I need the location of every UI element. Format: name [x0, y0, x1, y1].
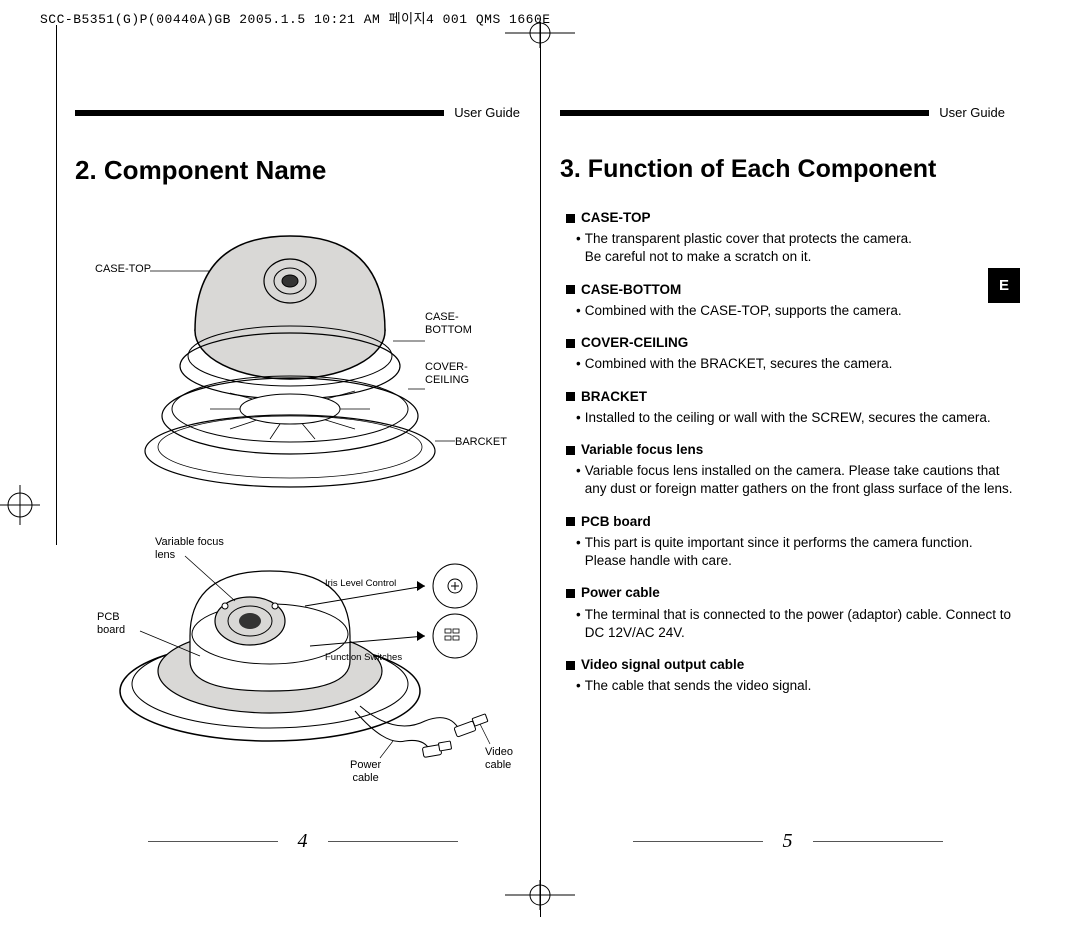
function-body-text: The terminal that is connected to the po… [585, 606, 1015, 642]
function-item: Power cable•The terminal that is connect… [566, 584, 1015, 642]
square-bullet-icon [566, 517, 575, 526]
page-number: 5 [783, 830, 793, 853]
function-body: •Installed to the ceiling or wall with t… [566, 409, 1015, 427]
square-bullet-icon [566, 285, 575, 294]
function-body-text: Combined with the CASE-TOP, supports the… [585, 302, 902, 320]
dome-exploded-icon [115, 211, 495, 491]
function-item: Video signal output cable•The cable that… [566, 656, 1015, 695]
footer: 5 [560, 830, 1015, 853]
function-head-text: CASE-BOTTOM [581, 281, 681, 299]
bullet-mark-icon: • [576, 534, 581, 570]
page-title: 3. Function of Each Component [560, 155, 1015, 184]
square-bullet-icon [566, 214, 575, 223]
function-item: CASE-BOTTOM•Combined with the CASE-TOP, … [566, 281, 1015, 320]
function-head: Video signal output cable [566, 656, 1015, 674]
crop-mark-top-icon [505, 18, 575, 48]
function-body: •This part is quite important since it p… [566, 534, 1015, 570]
function-body: •The terminal that is connected to the p… [566, 606, 1015, 642]
square-bullet-icon [566, 392, 575, 401]
footer-line [328, 841, 458, 842]
function-head-text: Power cable [581, 584, 660, 602]
function-head: PCB board [566, 513, 1015, 531]
function-item: Variable focus lens•Variable focus lens … [566, 441, 1015, 499]
function-head-text: COVER-CEILING [581, 334, 688, 352]
header-bar: User Guide [560, 105, 1015, 120]
bullet-mark-icon: • [576, 409, 581, 427]
crop-mark-bottom-icon [505, 880, 575, 910]
square-bullet-icon [566, 339, 575, 348]
function-body: •The transparent plastic cover that prot… [566, 230, 1015, 266]
function-body-text: Variable focus lens installed on the cam… [585, 462, 1015, 498]
square-bullet-icon [566, 589, 575, 598]
function-body-text: This part is quite important since it pe… [585, 534, 1015, 570]
function-body-text: Installed to the ceiling or wall with th… [585, 409, 991, 427]
function-item: COVER-CEILING•Combined with the BRACKET,… [566, 334, 1015, 373]
function-item: PCB board•This part is quite important s… [566, 513, 1015, 571]
header-label: User Guide [444, 105, 530, 120]
function-list: CASE-TOP•The transparent plastic cover t… [560, 209, 1015, 695]
function-head-text: PCB board [581, 513, 651, 531]
function-head: Power cable [566, 584, 1015, 602]
function-head-text: BRACKET [581, 388, 647, 406]
header-bar: User Guide [75, 105, 530, 120]
header-bar-segment [560, 110, 929, 116]
footer: 4 [75, 830, 530, 853]
function-body-text: The cable that sends the video signal. [585, 677, 812, 695]
function-body-text: The transparent plastic cover that prote… [585, 230, 912, 266]
function-head-text: Video signal output cable [581, 656, 744, 674]
bullet-mark-icon: • [576, 462, 581, 498]
page-number: 4 [298, 830, 308, 853]
page-title: 2. Component Name [75, 155, 530, 186]
bullet-mark-icon: • [576, 606, 581, 642]
bullet-mark-icon: • [576, 230, 581, 266]
crop-mark-left-icon [0, 485, 40, 525]
bullet-mark-icon: • [576, 677, 581, 695]
function-body-text: Combined with the BRACKET, secures the c… [585, 355, 893, 373]
bullet-mark-icon: • [576, 302, 581, 320]
bullet-mark-icon: • [576, 355, 581, 373]
square-bullet-icon [566, 661, 575, 670]
function-body: •Variable focus lens installed on the ca… [566, 462, 1015, 498]
function-body: •Combined with the BRACKET, secures the … [566, 355, 1015, 373]
print-meta-header: SCC-B5351(G)P(00440A)GB 2005.1.5 10:21 A… [40, 8, 551, 27]
function-head-text: CASE-TOP [581, 209, 651, 227]
function-item: BRACKET•Installed to the ceiling or wall… [566, 388, 1015, 427]
label-bracket: BARCKET [455, 436, 507, 449]
function-head: Variable focus lens [566, 441, 1015, 459]
component-diagram: CASE-TOP CASE- BOTTOM COVER- CEILING BAR… [75, 211, 530, 771]
page-right: User Guide 3. Function of Each Component… [560, 105, 1015, 865]
function-head-text: Variable focus lens [581, 441, 703, 459]
function-head: COVER-CEILING [566, 334, 1015, 352]
label-case-top: CASE-TOP [95, 263, 151, 276]
function-head: CASE-TOP [566, 209, 1015, 227]
footer-line [633, 841, 763, 842]
header-bar-segment [75, 110, 444, 116]
label-cover-ceiling: COVER- CEILING [425, 361, 469, 386]
function-head: BRACKET [566, 388, 1015, 406]
label-function-switches: Function Switches [325, 653, 402, 664]
label-case-bottom: CASE- BOTTOM [425, 311, 472, 336]
label-variable-focus: Variable focus lens [155, 536, 224, 561]
function-head: CASE-BOTTOM [566, 281, 1015, 299]
crop-line-left-vert [56, 25, 57, 545]
language-tab: E [988, 268, 1020, 303]
label-iris-level: Iris Level Control [325, 579, 396, 590]
label-pcb-board: PCB board [97, 611, 125, 636]
function-body: •The cable that sends the video signal. [566, 677, 1015, 695]
page-left: User Guide 2. Component Name [75, 105, 530, 865]
header-label: User Guide [929, 105, 1015, 120]
footer-line [813, 841, 943, 842]
footer-line [148, 841, 278, 842]
label-power-cable: Power cable [350, 759, 381, 784]
label-video-cable: Video cable [485, 746, 513, 771]
function-body: •Combined with the CASE-TOP, supports th… [566, 302, 1015, 320]
page-divider-line [540, 22, 541, 917]
square-bullet-icon [566, 446, 575, 455]
function-item: CASE-TOP•The transparent plastic cover t… [566, 209, 1015, 267]
